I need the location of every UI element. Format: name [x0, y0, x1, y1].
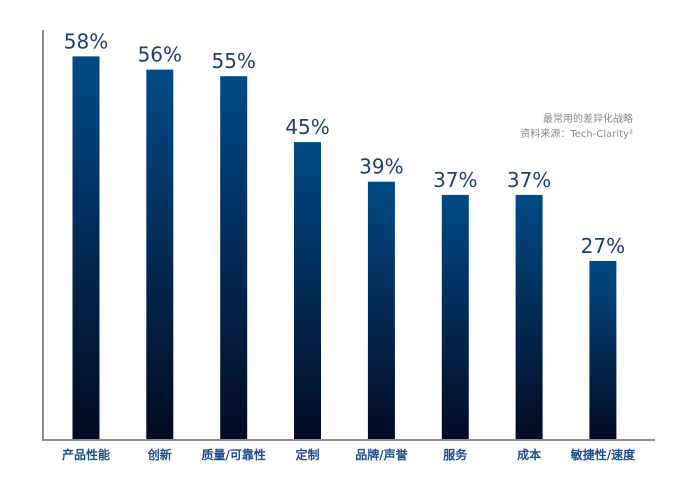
value-label: 39%: [359, 155, 403, 179]
category-label: 质量/可靠性: [202, 447, 266, 462]
value-label: 58%: [64, 29, 108, 53]
category-label: 品牌/声誉: [355, 447, 408, 462]
bar-3: [220, 76, 248, 439]
value-label: 37%: [433, 168, 477, 192]
value-label: 37%: [507, 168, 551, 192]
category-label: 敏捷性/速度: [570, 447, 636, 462]
category-label: 成本: [517, 447, 541, 462]
category-label: 创新: [147, 447, 172, 462]
value-label: 27%: [581, 234, 625, 258]
value-labels-group: 58% 56% 55% 45% 39% 37% 37% 27%: [64, 29, 625, 258]
category-label: 服务: [443, 447, 468, 462]
bar-1: [72, 56, 100, 440]
value-label: 55%: [211, 49, 255, 73]
value-label: 45%: [285, 115, 329, 139]
bar-8: [589, 260, 617, 439]
value-label: 56%: [138, 43, 182, 67]
category-label: 产品性能: [62, 447, 110, 462]
bar-6: [441, 194, 469, 439]
chart-note-title: 最常用的差异化战略: [543, 114, 633, 125]
bar-5: [367, 181, 395, 439]
bars-group: [72, 56, 617, 440]
category-label: 定制: [295, 447, 319, 462]
chart-note-source: 资料来源：Tech-Clarity²: [520, 129, 633, 140]
bar-4: [294, 142, 321, 439]
category-labels-group: 产品性能 创新 质量/可靠性 定制 品牌/声誉 服务 成本 敏捷性/速度: [62, 447, 636, 462]
bar-7: [515, 194, 543, 439]
bar-2: [146, 69, 174, 439]
